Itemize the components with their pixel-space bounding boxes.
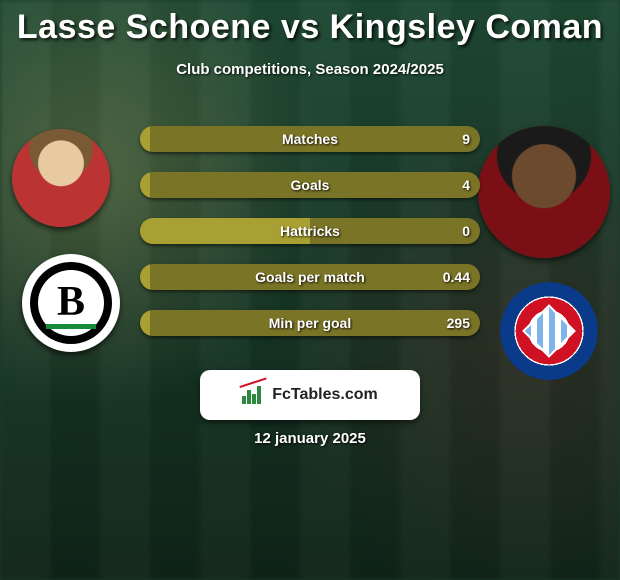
- stat-row: Min per goal 295: [140, 310, 480, 336]
- stat-value-right: 0.44: [443, 269, 470, 285]
- stat-value-right: 4: [462, 177, 470, 193]
- stat-row: Hattricks 0: [140, 218, 480, 244]
- chart-icon: [242, 386, 264, 404]
- player-right-avatar: [478, 126, 610, 258]
- badge-fcb-icon: [500, 282, 598, 380]
- stat-row: Goals 4: [140, 172, 480, 198]
- stat-value-right: 9: [462, 131, 470, 147]
- stat-label: Min per goal: [269, 315, 351, 331]
- club-right-badge: [500, 282, 598, 380]
- badge-bmg-icon: B: [30, 262, 112, 344]
- stat-label: Matches: [282, 131, 338, 147]
- stat-value-right: 295: [447, 315, 470, 331]
- page-title: Lasse Schoene vs Kingsley Coman: [0, 0, 620, 47]
- club-left-badge: B: [22, 254, 120, 352]
- snapshot-date: 12 january 2025: [0, 430, 620, 447]
- player-left-avatar: [12, 129, 110, 227]
- stat-bar-left: [140, 310, 150, 336]
- stat-label: Goals per match: [255, 269, 365, 285]
- stat-row: Goals per match 0.44: [140, 264, 480, 290]
- source-label: FcTables.com: [272, 386, 378, 404]
- stat-label: Goals: [291, 177, 330, 193]
- stat-value-right: 0: [462, 223, 470, 239]
- stat-row: Matches 9: [140, 126, 480, 152]
- stat-label: Hattricks: [280, 223, 340, 239]
- stat-bars: Matches 9 Goals 4 Hattricks 0 Goals per match 0…: [140, 126, 480, 336]
- comparison-card: Lasse Schoene vs Kingsley Coman Club com…: [0, 0, 620, 580]
- avatar-placeholder: [478, 126, 610, 258]
- subtitle: Club competitions, Season 2024/2025: [0, 61, 620, 78]
- stat-bar-left: [140, 264, 150, 290]
- avatar-placeholder: [12, 129, 110, 227]
- source-attribution: FcTables.com: [200, 370, 420, 420]
- stat-bar-left: [140, 126, 150, 152]
- stat-bar-left: [140, 172, 150, 198]
